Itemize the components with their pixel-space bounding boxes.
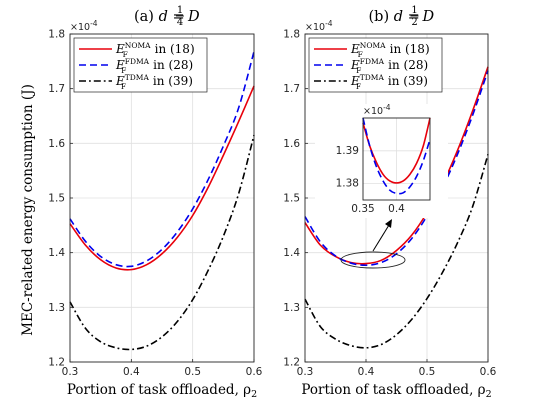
panel-b: 0.3 0.4 0.5 0.6 1.2 1.3 1.4 1.5 1.6 1.7 1.8 (b) d =… bbox=[283, 5, 496, 400]
inset-y-tick-label: 1.39 bbox=[336, 145, 359, 157]
y-tick-label: 1.6 bbox=[283, 138, 300, 150]
title-fraction-denominator: 4 bbox=[177, 17, 183, 28]
y-axis-label: MEC-related energy consumption (J) bbox=[20, 84, 36, 336]
y-tick-label: 1.8 bbox=[283, 29, 300, 41]
inset-series-line-solid bbox=[362, 117, 431, 184]
x-tick-label: 0.3 bbox=[62, 366, 79, 378]
inset-background bbox=[315, 104, 448, 218]
x-axis-label: Portion of task offloaded, ρ2 bbox=[67, 382, 257, 400]
panel-title: (a) d = bbox=[134, 9, 185, 25]
legend-entry: EFDMA F in (28) bbox=[115, 57, 193, 75]
title-fraction-numerator: 1 bbox=[411, 5, 417, 16]
x-tick-label: 0.5 bbox=[184, 366, 201, 378]
series-line-dashdot bbox=[69, 134, 255, 351]
inset-multiplier: ×10-4 bbox=[363, 103, 391, 117]
inset-x-tick-label: 0.4 bbox=[388, 203, 405, 215]
axis-multiplier: ×10-4 bbox=[305, 19, 333, 33]
y-tick-label: 1.5 bbox=[48, 193, 65, 205]
x-tick-label: 0.6 bbox=[246, 366, 263, 378]
x-tick-label: 0.5 bbox=[419, 366, 436, 378]
zoom-arrow-head bbox=[385, 219, 392, 228]
legend-entry: ENOMA F in (18) bbox=[350, 41, 430, 59]
legend-entry: ETDMA F in (39) bbox=[115, 73, 193, 91]
title-fraction-numerator: 1 bbox=[177, 5, 183, 16]
x-axis-label: Portion of task offloaded, ρ2 bbox=[301, 382, 491, 400]
inset-series-line-dash bbox=[362, 117, 431, 195]
inset-y-tick-label: 1.38 bbox=[336, 178, 359, 190]
y-tick-label: 1.3 bbox=[48, 302, 65, 314]
title-fraction-denominator: 2 bbox=[411, 17, 417, 28]
inset-zoom: 0.35 0.4 1.38 1.39 bbox=[315, 104, 448, 269]
title-variable: D bbox=[187, 9, 200, 25]
y-tick-label: 1.2 bbox=[283, 357, 300, 369]
inset-frame bbox=[362, 117, 431, 201]
legend-entry: EFDMA F in (28) bbox=[350, 57, 428, 75]
y-tick-label: 1.7 bbox=[48, 83, 65, 95]
panel-a: 0.3 0.4 0.5 0.6 1.2 1.3 1.4 1.5 1.6 1.7 1.8 (a) d =… bbox=[48, 5, 262, 400]
series-line-dash bbox=[304, 70, 489, 267]
y-tick-label: 1.8 bbox=[48, 29, 65, 41]
x-tick-label: 0.4 bbox=[358, 366, 375, 378]
y-tick-label: 1.7 bbox=[283, 83, 300, 95]
legend-entry: ENOMA F in (18) bbox=[115, 41, 195, 59]
title-variable: D bbox=[422, 9, 435, 25]
series-line-dashdot bbox=[304, 154, 489, 349]
inset-x-tick-label: 0.35 bbox=[351, 203, 374, 215]
zoom-arrow-line bbox=[372, 224, 390, 252]
x-tick-label: 0.6 bbox=[480, 366, 497, 378]
x-tick-label: 0.4 bbox=[123, 366, 140, 378]
y-tick-label: 1.4 bbox=[48, 247, 65, 259]
legend-entry: ETDMA F in (39) bbox=[350, 73, 428, 91]
x-tick-label: 0.3 bbox=[297, 366, 314, 378]
y-tick-label: 1.2 bbox=[48, 357, 65, 369]
y-tick-label: 1.3 bbox=[283, 302, 300, 314]
axis-multiplier: ×10-4 bbox=[70, 19, 98, 33]
zoom-region-ellipse bbox=[340, 251, 406, 269]
series-line-solid bbox=[69, 85, 255, 271]
y-tick-label: 1.6 bbox=[48, 138, 65, 150]
y-tick-label: 1.5 bbox=[283, 193, 300, 205]
y-tick-label: 1.4 bbox=[283, 247, 300, 259]
series-line-dash bbox=[69, 51, 255, 268]
panel-title: (b) d = bbox=[369, 9, 420, 25]
